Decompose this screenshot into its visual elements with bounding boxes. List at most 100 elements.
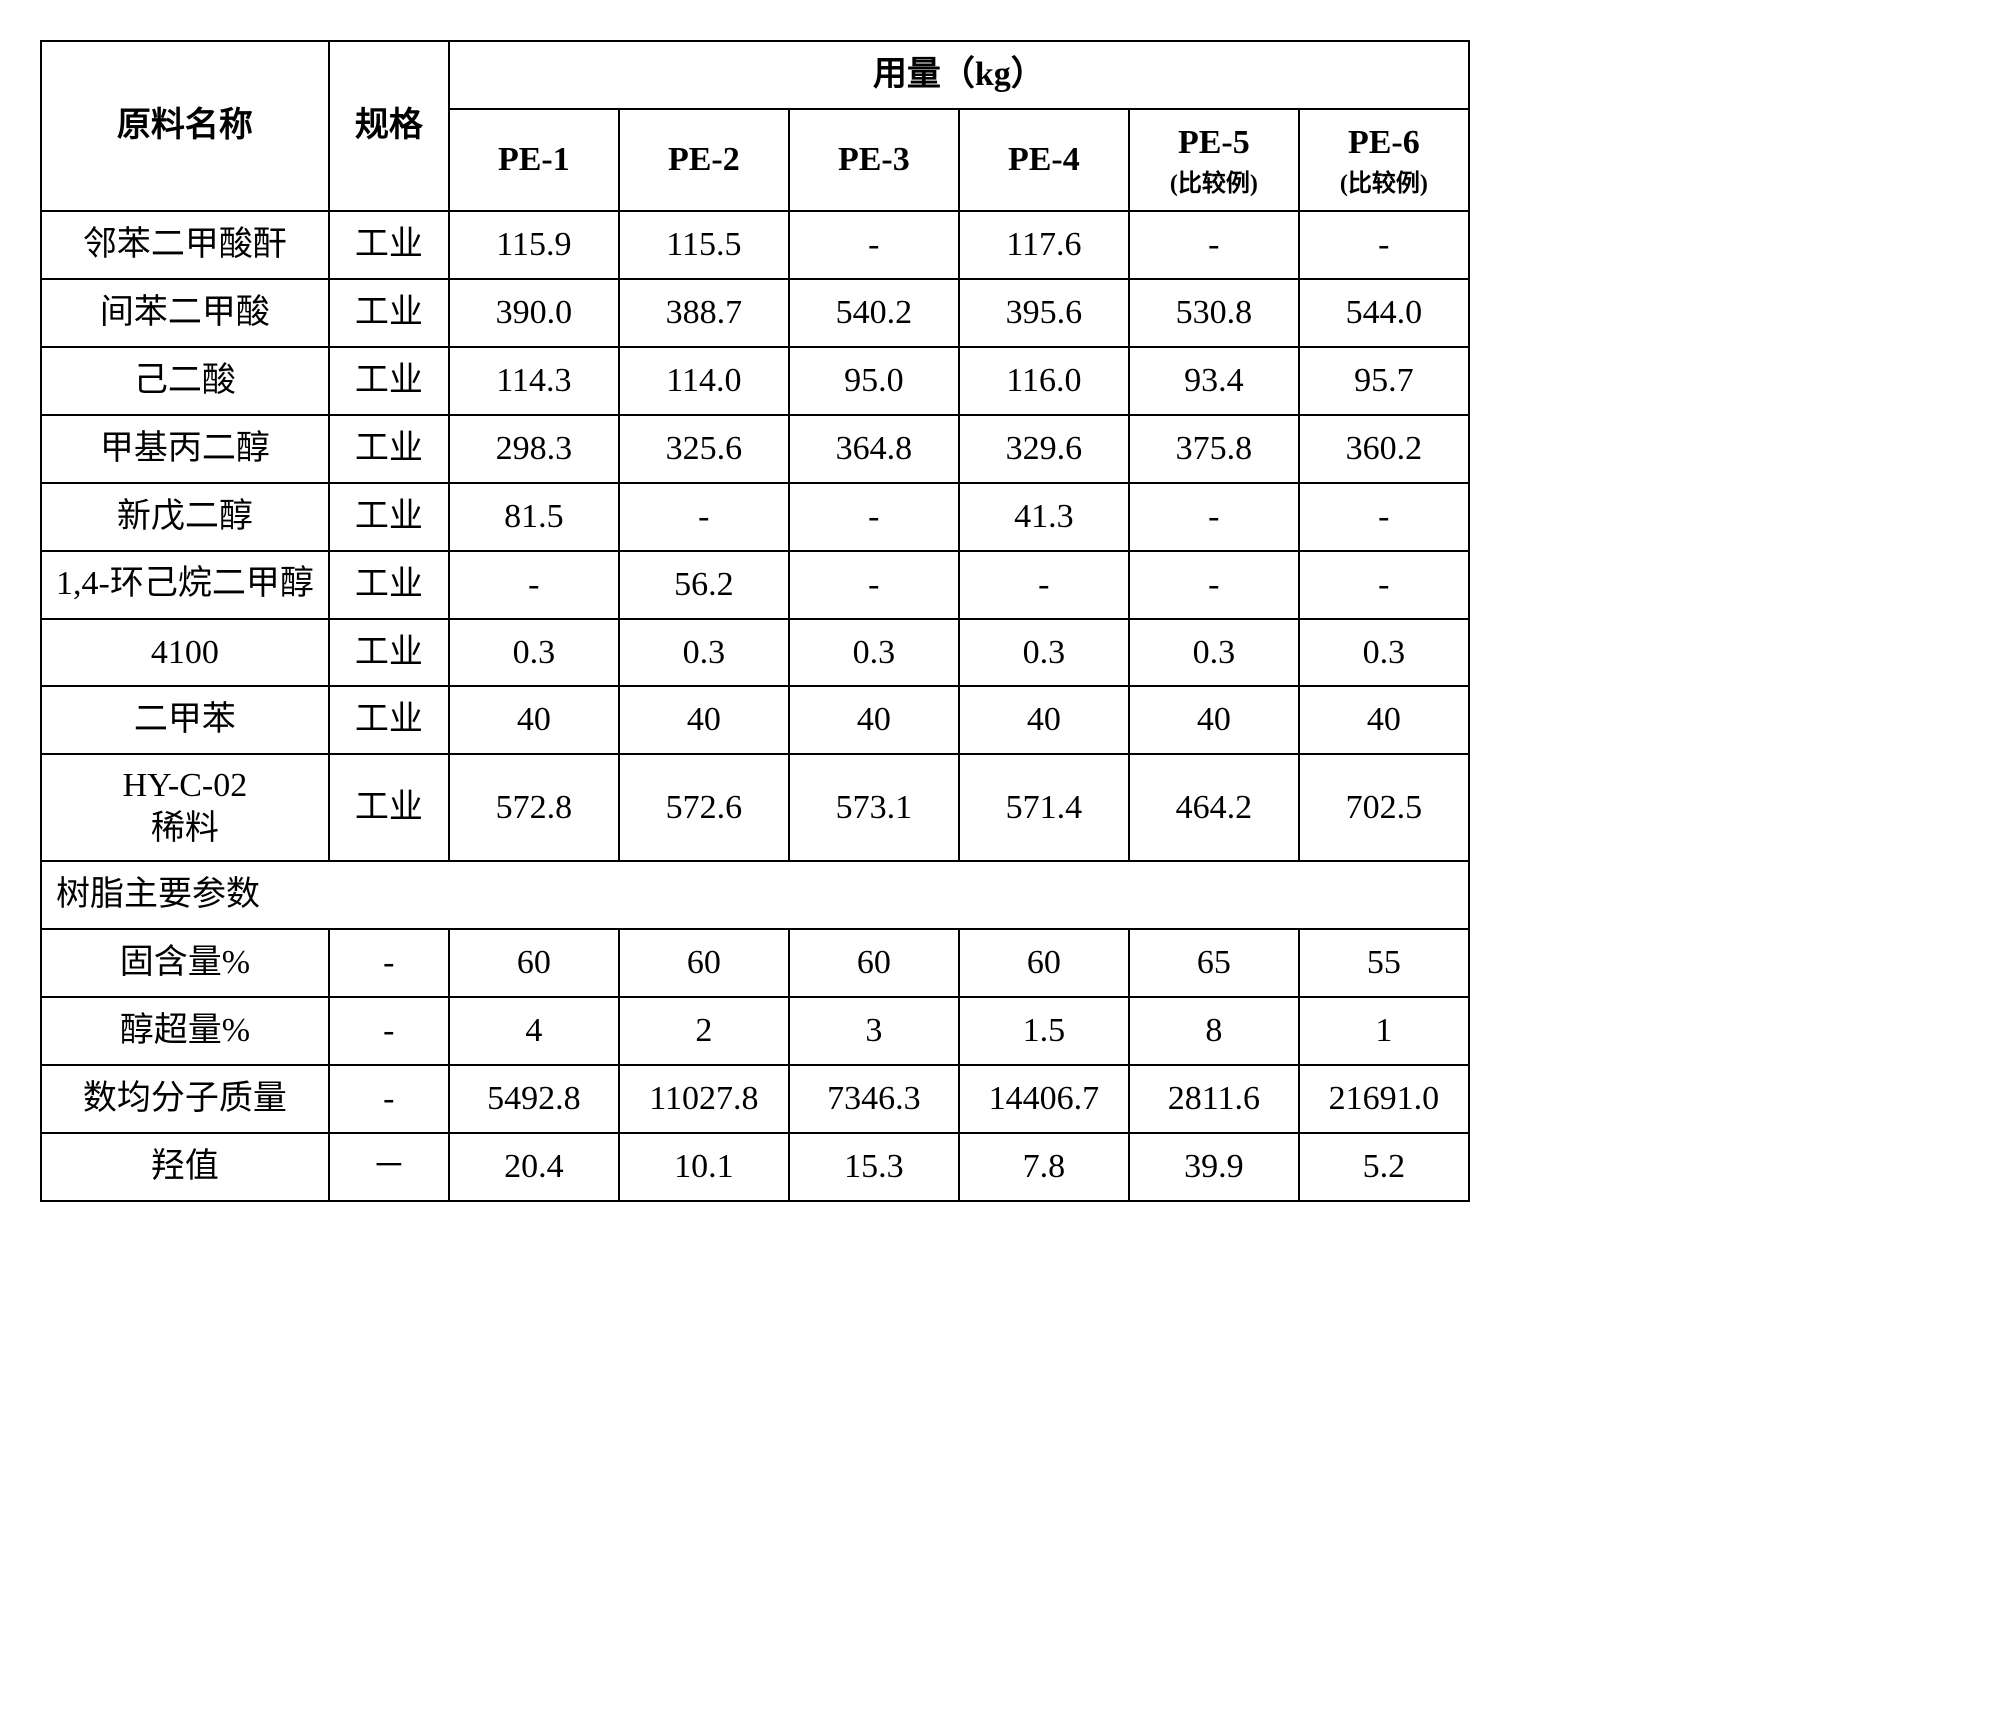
cell-val-5: -: [1299, 483, 1469, 551]
cell-val-1: 0.3: [619, 619, 789, 687]
cell-val-4: 93.4: [1129, 347, 1299, 415]
cell-val-3: 7.8: [959, 1133, 1129, 1201]
row-name: HY-C-02稀料: [41, 754, 329, 861]
material-row: 1,4-环己烷二甲醇工业-56.2----: [41, 551, 1469, 619]
header-col-sub: (比较例): [1314, 168, 1454, 200]
header-col-main: PE-6: [1314, 120, 1454, 166]
cell-val-3: 41.3: [959, 483, 1129, 551]
row-spec: 工业: [329, 551, 449, 619]
cell-val-0: 4: [449, 997, 619, 1065]
cell-val-4: -: [1129, 551, 1299, 619]
cell-val-2: 7346.3: [789, 1065, 959, 1133]
material-row: 邻苯二甲酸酐工业115.9115.5-117.6--: [41, 211, 1469, 279]
cell-val-4: 0.3: [1129, 619, 1299, 687]
row-spec: -: [329, 997, 449, 1065]
cell-val-4: 375.8: [1129, 415, 1299, 483]
row-spec: -: [329, 929, 449, 997]
cell-val-0: 40: [449, 686, 619, 754]
cell-val-0: 115.9: [449, 211, 619, 279]
header-col-main: PE-2: [634, 137, 774, 183]
row-name: 固含量%: [41, 929, 329, 997]
row-spec: 工业: [329, 211, 449, 279]
material-row: 新戊二醇工业81.5--41.3--: [41, 483, 1469, 551]
cell-val-3: 60: [959, 929, 1129, 997]
cell-val-5: 360.2: [1299, 415, 1469, 483]
cell-val-3: 117.6: [959, 211, 1129, 279]
cell-val-1: 56.2: [619, 551, 789, 619]
row-spec: 工业: [329, 279, 449, 347]
header-col-sub: (比较例): [1144, 168, 1284, 200]
header-col-3: PE-4: [959, 109, 1129, 211]
row-name: 新戊二醇: [41, 483, 329, 551]
param-row: 数均分子质量-5492.811027.87346.314406.72811.62…: [41, 1065, 1469, 1133]
cell-val-5: -: [1299, 551, 1469, 619]
section-header-row: 树脂主要参数: [41, 861, 1469, 929]
cell-val-0: 0.3: [449, 619, 619, 687]
cell-val-3: 1.5: [959, 997, 1129, 1065]
cell-val-2: 15.3: [789, 1133, 959, 1201]
cell-val-3: 329.6: [959, 415, 1129, 483]
header-col-2: PE-3: [789, 109, 959, 211]
cell-val-1: 40: [619, 686, 789, 754]
cell-val-1: 60: [619, 929, 789, 997]
cell-val-0: 5492.8: [449, 1065, 619, 1133]
header-col-main: PE-3: [804, 137, 944, 183]
cell-val-2: -: [789, 211, 959, 279]
material-row: 二甲苯工业404040404040: [41, 686, 1469, 754]
row-name: 己二酸: [41, 347, 329, 415]
cell-val-4: 65: [1129, 929, 1299, 997]
row-spec: 工业: [329, 347, 449, 415]
cell-val-5: 21691.0: [1299, 1065, 1469, 1133]
cell-val-0: 20.4: [449, 1133, 619, 1201]
cell-val-3: 14406.7: [959, 1065, 1129, 1133]
cell-val-2: 0.3: [789, 619, 959, 687]
cell-val-4: -: [1129, 483, 1299, 551]
cell-val-0: 81.5: [449, 483, 619, 551]
cell-val-1: 325.6: [619, 415, 789, 483]
cell-val-3: 40: [959, 686, 1129, 754]
cell-val-1: 10.1: [619, 1133, 789, 1201]
material-row: 间苯二甲酸工业390.0388.7540.2395.6530.8544.0: [41, 279, 1469, 347]
cell-val-2: 573.1: [789, 754, 959, 861]
row-name: 邻苯二甲酸酐: [41, 211, 329, 279]
cell-val-5: 95.7: [1299, 347, 1469, 415]
cell-val-5: 0.3: [1299, 619, 1469, 687]
cell-val-5: 40: [1299, 686, 1469, 754]
cell-val-1: 114.0: [619, 347, 789, 415]
row-name: 4100: [41, 619, 329, 687]
cell-val-5: 55: [1299, 929, 1469, 997]
cell-val-1: 115.5: [619, 211, 789, 279]
row-spec: -: [329, 1065, 449, 1133]
cell-val-2: 95.0: [789, 347, 959, 415]
header-name: 原料名称: [41, 41, 329, 211]
row-name: 甲基丙二醇: [41, 415, 329, 483]
header-col-main: PE-1: [464, 137, 604, 183]
materials-table: 原料名称 规格 用量（kg） PE-1PE-2PE-3PE-4PE-5(比较例)…: [40, 40, 1470, 1202]
cell-val-2: -: [789, 483, 959, 551]
cell-val-4: 530.8: [1129, 279, 1299, 347]
row-spec: 工业: [329, 754, 449, 861]
param-row: 羟值－20.410.115.37.839.95.2: [41, 1133, 1469, 1201]
cell-val-3: 395.6: [959, 279, 1129, 347]
row-spec: 工业: [329, 619, 449, 687]
material-row: 4100工业0.30.30.30.30.30.3: [41, 619, 1469, 687]
param-row: 固含量%-606060606555: [41, 929, 1469, 997]
row-spec: －: [329, 1133, 449, 1201]
cell-val-1: 2: [619, 997, 789, 1065]
cell-val-1: 572.6: [619, 754, 789, 861]
row-name: 间苯二甲酸: [41, 279, 329, 347]
header-col-1: PE-2: [619, 109, 789, 211]
row-name: 羟值: [41, 1133, 329, 1201]
cell-val-0: 572.8: [449, 754, 619, 861]
cell-val-3: 0.3: [959, 619, 1129, 687]
cell-val-3: -: [959, 551, 1129, 619]
cell-val-0: 60: [449, 929, 619, 997]
material-row: 己二酸工业114.3114.095.0116.093.495.7: [41, 347, 1469, 415]
cell-val-0: 298.3: [449, 415, 619, 483]
cell-val-4: 40: [1129, 686, 1299, 754]
cell-val-5: 702.5: [1299, 754, 1469, 861]
row-name: 1,4-环己烷二甲醇: [41, 551, 329, 619]
cell-val-3: 116.0: [959, 347, 1129, 415]
row-spec: 工业: [329, 686, 449, 754]
header-spec: 规格: [329, 41, 449, 211]
